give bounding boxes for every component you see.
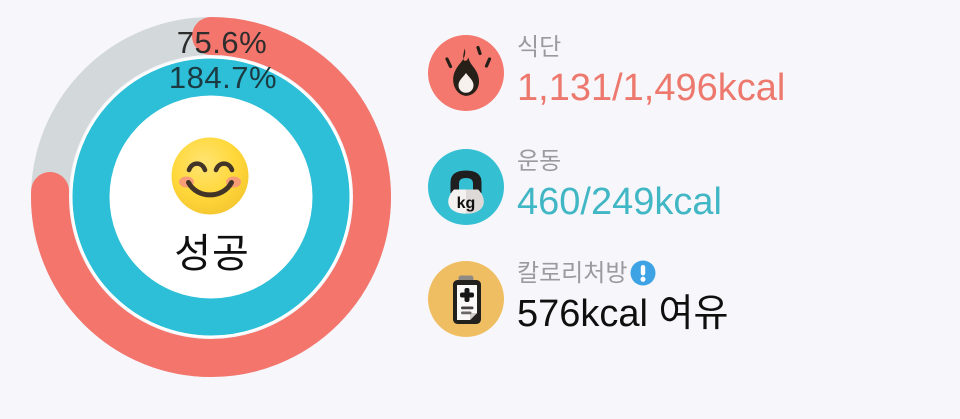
calorie-prescription-label-text: 칼로리처방: [517, 260, 628, 287]
summary-panel: 식단 1,131/1,496kcal kg 운동 460/249kcal: [428, 0, 960, 419]
calorie-prescription-label: 칼로리처방: [517, 260, 728, 287]
kettlebell-icon: kg: [428, 149, 504, 225]
diet-kcal-value: 1,131/1,496kcal: [517, 67, 786, 110]
outer-ring-progress: [31, 17, 391, 377]
exercise-kcal-value: 460/249kcal: [517, 181, 722, 224]
inner-ring-percent-label: 184.7%: [168, 60, 278, 95]
inner-ring-progress: [72, 58, 350, 336]
status-text: 성공: [174, 232, 250, 276]
calorie-donut-chart: 75.6% 184.7% 성공: [0, 0, 430, 419]
exercise-label: 운동: [517, 148, 562, 175]
info-icon[interactable]: [630, 260, 656, 286]
diet-row[interactable]: 식단 1,131/1,496kcal: [428, 34, 786, 111]
flame-icon: [428, 35, 504, 111]
diet-label: 식단: [517, 34, 562, 61]
outer-ring-percent-label: 75.6%: [176, 25, 268, 60]
smiling-face-emoji: [171, 137, 249, 215]
exercise-row[interactable]: kg 운동 460/249kcal: [428, 148, 722, 225]
svg-text:kg: kg: [457, 195, 476, 212]
calorie-prescription-row[interactable]: 칼로리처방 576kcal 여유: [428, 260, 729, 337]
donut-rings: [31, 17, 391, 377]
clipboard-icon: [428, 261, 504, 337]
calorie-remaining-value: 576kcal 여유: [517, 293, 729, 336]
